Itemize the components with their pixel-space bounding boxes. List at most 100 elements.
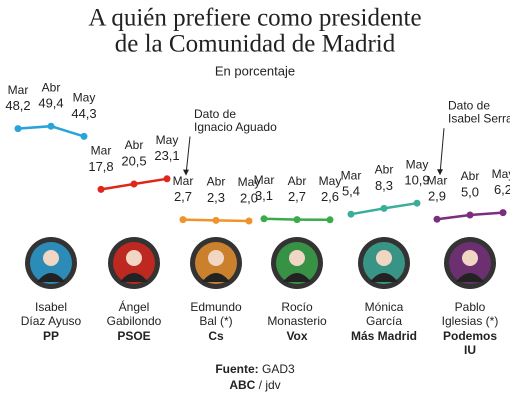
annotation: Dato de — [194, 107, 236, 121]
source: Fuente: GAD3 — [215, 362, 295, 376]
value-label: 17,8 — [88, 159, 113, 174]
data-point — [347, 210, 355, 218]
value-label: 49,4 — [38, 96, 63, 111]
photo-head — [208, 250, 224, 266]
person-name: Ángel — [119, 299, 150, 314]
month-label: May — [156, 133, 179, 147]
credit: ABC / jdv — [229, 378, 280, 392]
arrow-head — [183, 169, 189, 176]
month-label: Abr — [125, 138, 144, 152]
data-point — [433, 215, 441, 223]
value-label: 20,5 — [121, 153, 146, 168]
month-label: Abr — [375, 163, 394, 177]
month-label: Abr — [207, 175, 226, 189]
photo-head — [289, 250, 305, 266]
data-point — [245, 217, 253, 225]
person-name: Pablo — [455, 300, 486, 314]
value-label: 23,1 — [154, 148, 179, 163]
month-label: May — [319, 174, 342, 188]
data-point — [499, 209, 507, 217]
credit-text: / jdv — [259, 378, 281, 392]
annotation-arrow — [439, 128, 445, 175]
photo-head — [376, 250, 392, 266]
value-label: 2,9 — [428, 189, 446, 204]
party-name: Podemos — [443, 329, 497, 343]
person-name: Gabilondo — [107, 314, 162, 328]
person-name: Rocío — [281, 300, 313, 314]
party-name: Cs — [208, 329, 224, 343]
month-label: Abr — [288, 174, 307, 188]
arrow-head — [437, 169, 443, 176]
month-label: May — [492, 167, 510, 181]
value-label: 2,6 — [321, 189, 339, 204]
data-point — [260, 215, 268, 223]
photo-body — [37, 273, 65, 282]
month-label: Abr — [461, 169, 480, 183]
month-label: Mar — [173, 174, 194, 188]
photo-body — [202, 273, 230, 282]
month-label: Mar — [8, 83, 29, 97]
party-name: IU — [464, 343, 476, 357]
annotation: Isabel Serra — [448, 111, 510, 125]
data-point — [179, 216, 187, 224]
party-name: Más Madrid — [351, 329, 417, 343]
value-label: 44,3 — [71, 106, 96, 121]
data-point — [293, 216, 301, 224]
annotation: Dato de — [448, 98, 490, 112]
person-name: Bal (*) — [199, 314, 232, 328]
data-point — [14, 125, 22, 133]
data-point — [130, 180, 138, 188]
title: de la Comunidad de Madrid — [115, 31, 396, 58]
value-label: 8,3 — [375, 178, 393, 193]
photo-head — [462, 250, 478, 266]
value-label: 5,0 — [461, 184, 479, 199]
month-label: Mar — [341, 168, 362, 182]
value-label: 2,7 — [288, 189, 306, 204]
month-label: Mar — [91, 144, 112, 158]
person-name: Díaz Ayuso — [21, 314, 82, 328]
data-point — [380, 204, 388, 212]
photo-head — [126, 250, 142, 266]
annotation: Ignacio Aguado — [194, 120, 277, 134]
value-label: 6,2 — [494, 182, 510, 197]
month-label: Mar — [254, 173, 275, 187]
data-point — [466, 211, 474, 219]
credit-label: ABC — [229, 378, 255, 392]
photo-body — [283, 273, 311, 282]
annotation-arrow — [185, 136, 191, 175]
photo-body — [120, 273, 148, 282]
source-text: GAD3 — [262, 362, 295, 376]
month-label: May — [238, 175, 261, 189]
data-point — [212, 216, 220, 224]
data-point — [163, 175, 171, 183]
data-point — [413, 199, 421, 207]
person-name: Monasterio — [267, 314, 327, 328]
photo-body — [370, 273, 398, 282]
person-name: Isabel — [35, 300, 67, 314]
value-label: 3,1 — [255, 188, 273, 203]
month-label: Abr — [42, 80, 61, 94]
person-name: Mónica — [365, 300, 404, 314]
person-name: Iglesias (*) — [442, 314, 499, 328]
data-point — [326, 216, 334, 224]
value-label: 2,3 — [207, 190, 225, 205]
data-point — [47, 122, 55, 130]
source-label: Fuente: — [215, 362, 258, 376]
data-point — [80, 132, 88, 140]
value-label: 48,2 — [5, 98, 30, 113]
title: A quién prefiere como presidente — [88, 5, 421, 32]
party-name: PP — [43, 329, 59, 343]
value-label: 10,9 — [404, 173, 429, 188]
value-label: 2,7 — [174, 189, 192, 204]
subtitle: En porcentaje — [215, 63, 295, 78]
person-name: García — [366, 314, 402, 328]
photo-body — [456, 273, 484, 282]
data-point — [97, 185, 105, 193]
value-label: 5,4 — [342, 184, 360, 199]
person-name: Edmundo — [190, 300, 242, 314]
value-label: 2,0 — [240, 190, 258, 205]
party-name: PSOE — [117, 329, 150, 343]
month-label: Mar — [427, 173, 448, 187]
month-label: May — [73, 91, 96, 105]
